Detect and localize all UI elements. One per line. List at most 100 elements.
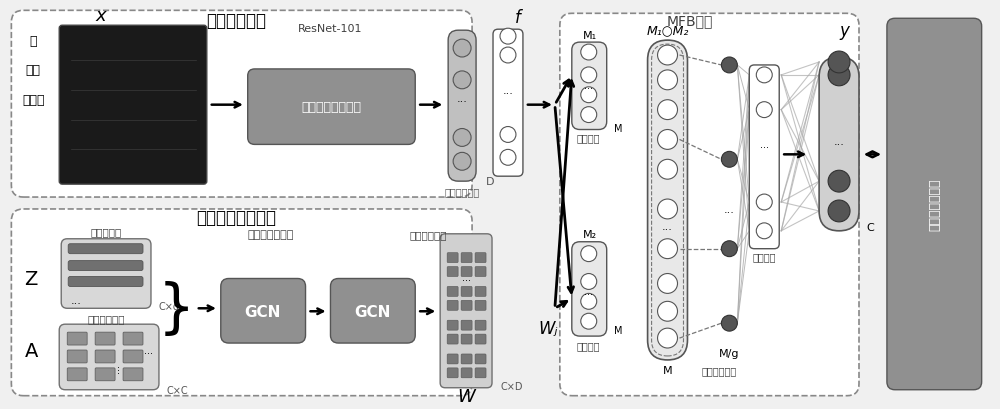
- Text: ResNet-101: ResNet-101: [298, 24, 363, 34]
- Text: Z: Z: [25, 270, 38, 288]
- FancyBboxPatch shape: [461, 320, 472, 330]
- FancyBboxPatch shape: [11, 11, 472, 198]
- Text: ...: ...: [834, 137, 844, 147]
- Circle shape: [828, 52, 850, 74]
- FancyBboxPatch shape: [819, 58, 859, 231]
- FancyBboxPatch shape: [560, 14, 859, 396]
- Text: ...: ...: [584, 81, 593, 90]
- FancyBboxPatch shape: [461, 287, 472, 297]
- Circle shape: [658, 301, 678, 321]
- Text: 卷积神经网等网络: 卷积神经网等网络: [301, 101, 361, 114]
- Text: C×d: C×d: [159, 301, 180, 312]
- Text: W: W: [457, 387, 475, 405]
- Circle shape: [581, 68, 597, 83]
- FancyBboxPatch shape: [67, 350, 87, 363]
- FancyBboxPatch shape: [68, 277, 143, 287]
- Circle shape: [658, 274, 678, 294]
- Text: MFB融合: MFB融合: [666, 14, 713, 28]
- Circle shape: [453, 153, 471, 171]
- Text: 标签共现关系学习: 标签共现关系学习: [196, 209, 276, 226]
- FancyBboxPatch shape: [123, 368, 143, 381]
- Text: GCN: GCN: [354, 304, 391, 319]
- FancyBboxPatch shape: [749, 66, 779, 249]
- Text: ...: ...: [111, 364, 121, 373]
- Text: 图像表征学习: 图像表征学习: [206, 12, 266, 30]
- Text: M: M: [614, 123, 622, 133]
- Circle shape: [581, 45, 597, 61]
- Text: C: C: [866, 222, 874, 232]
- FancyBboxPatch shape: [68, 244, 143, 254]
- FancyBboxPatch shape: [475, 267, 486, 277]
- Text: ...: ...: [760, 140, 769, 150]
- FancyBboxPatch shape: [11, 209, 472, 396]
- Text: M₂: M₂: [583, 229, 597, 239]
- Circle shape: [756, 68, 772, 83]
- FancyBboxPatch shape: [461, 253, 472, 263]
- Text: Wⱼ: Wⱼ: [538, 319, 558, 337]
- Circle shape: [721, 241, 737, 257]
- Text: ...: ...: [503, 85, 513, 96]
- Text: 篮球: 篮球: [26, 64, 41, 77]
- FancyBboxPatch shape: [61, 239, 151, 308]
- FancyBboxPatch shape: [475, 287, 486, 297]
- Text: 全连接层: 全连接层: [753, 252, 776, 262]
- FancyBboxPatch shape: [248, 70, 415, 145]
- FancyBboxPatch shape: [447, 368, 458, 378]
- FancyBboxPatch shape: [59, 324, 159, 390]
- Text: 全连接层: 全连接层: [577, 340, 601, 350]
- Circle shape: [581, 274, 597, 290]
- Circle shape: [500, 29, 516, 45]
- Text: 人: 人: [30, 34, 37, 47]
- Text: y: y: [839, 22, 849, 40]
- Circle shape: [500, 150, 516, 166]
- FancyBboxPatch shape: [59, 26, 207, 185]
- FancyBboxPatch shape: [221, 279, 306, 343]
- FancyBboxPatch shape: [461, 267, 472, 277]
- Circle shape: [453, 129, 471, 147]
- FancyBboxPatch shape: [461, 334, 472, 344]
- Circle shape: [658, 101, 678, 120]
- Text: 标签共现关系: 标签共现关系: [409, 229, 447, 239]
- Circle shape: [828, 171, 850, 193]
- FancyBboxPatch shape: [475, 354, 486, 364]
- FancyBboxPatch shape: [95, 350, 115, 363]
- Text: ...: ...: [662, 221, 673, 231]
- Circle shape: [581, 294, 597, 310]
- Text: M₁: M₁: [583, 31, 597, 41]
- FancyBboxPatch shape: [67, 368, 87, 381]
- Circle shape: [453, 40, 471, 58]
- FancyBboxPatch shape: [68, 261, 143, 271]
- Text: x: x: [96, 7, 106, 25]
- Text: ...: ...: [462, 272, 471, 282]
- FancyBboxPatch shape: [123, 350, 143, 363]
- Text: ...: ...: [144, 345, 153, 355]
- Text: 分组求和池化: 分组求和池化: [702, 365, 737, 375]
- Text: M/g: M/g: [719, 348, 740, 358]
- Circle shape: [721, 315, 737, 331]
- Circle shape: [500, 48, 516, 64]
- Circle shape: [756, 102, 772, 118]
- Text: 标签词向量: 标签词向量: [90, 226, 122, 236]
- FancyBboxPatch shape: [440, 234, 492, 388]
- FancyBboxPatch shape: [447, 320, 458, 330]
- Circle shape: [658, 46, 678, 66]
- FancyBboxPatch shape: [95, 333, 115, 345]
- Circle shape: [658, 71, 678, 90]
- FancyBboxPatch shape: [461, 301, 472, 310]
- Text: ...: ...: [71, 296, 82, 306]
- Text: M: M: [614, 325, 622, 335]
- Circle shape: [721, 152, 737, 168]
- Circle shape: [756, 223, 772, 239]
- Text: C×D: C×D: [500, 381, 522, 391]
- Circle shape: [658, 239, 678, 259]
- Text: M: M: [663, 365, 672, 375]
- FancyBboxPatch shape: [95, 368, 115, 381]
- FancyBboxPatch shape: [461, 354, 472, 364]
- Circle shape: [500, 127, 516, 143]
- Text: D: D: [486, 177, 495, 187]
- Text: A: A: [25, 341, 38, 360]
- Circle shape: [581, 88, 597, 103]
- Circle shape: [581, 108, 597, 123]
- FancyBboxPatch shape: [67, 333, 87, 345]
- FancyBboxPatch shape: [447, 267, 458, 277]
